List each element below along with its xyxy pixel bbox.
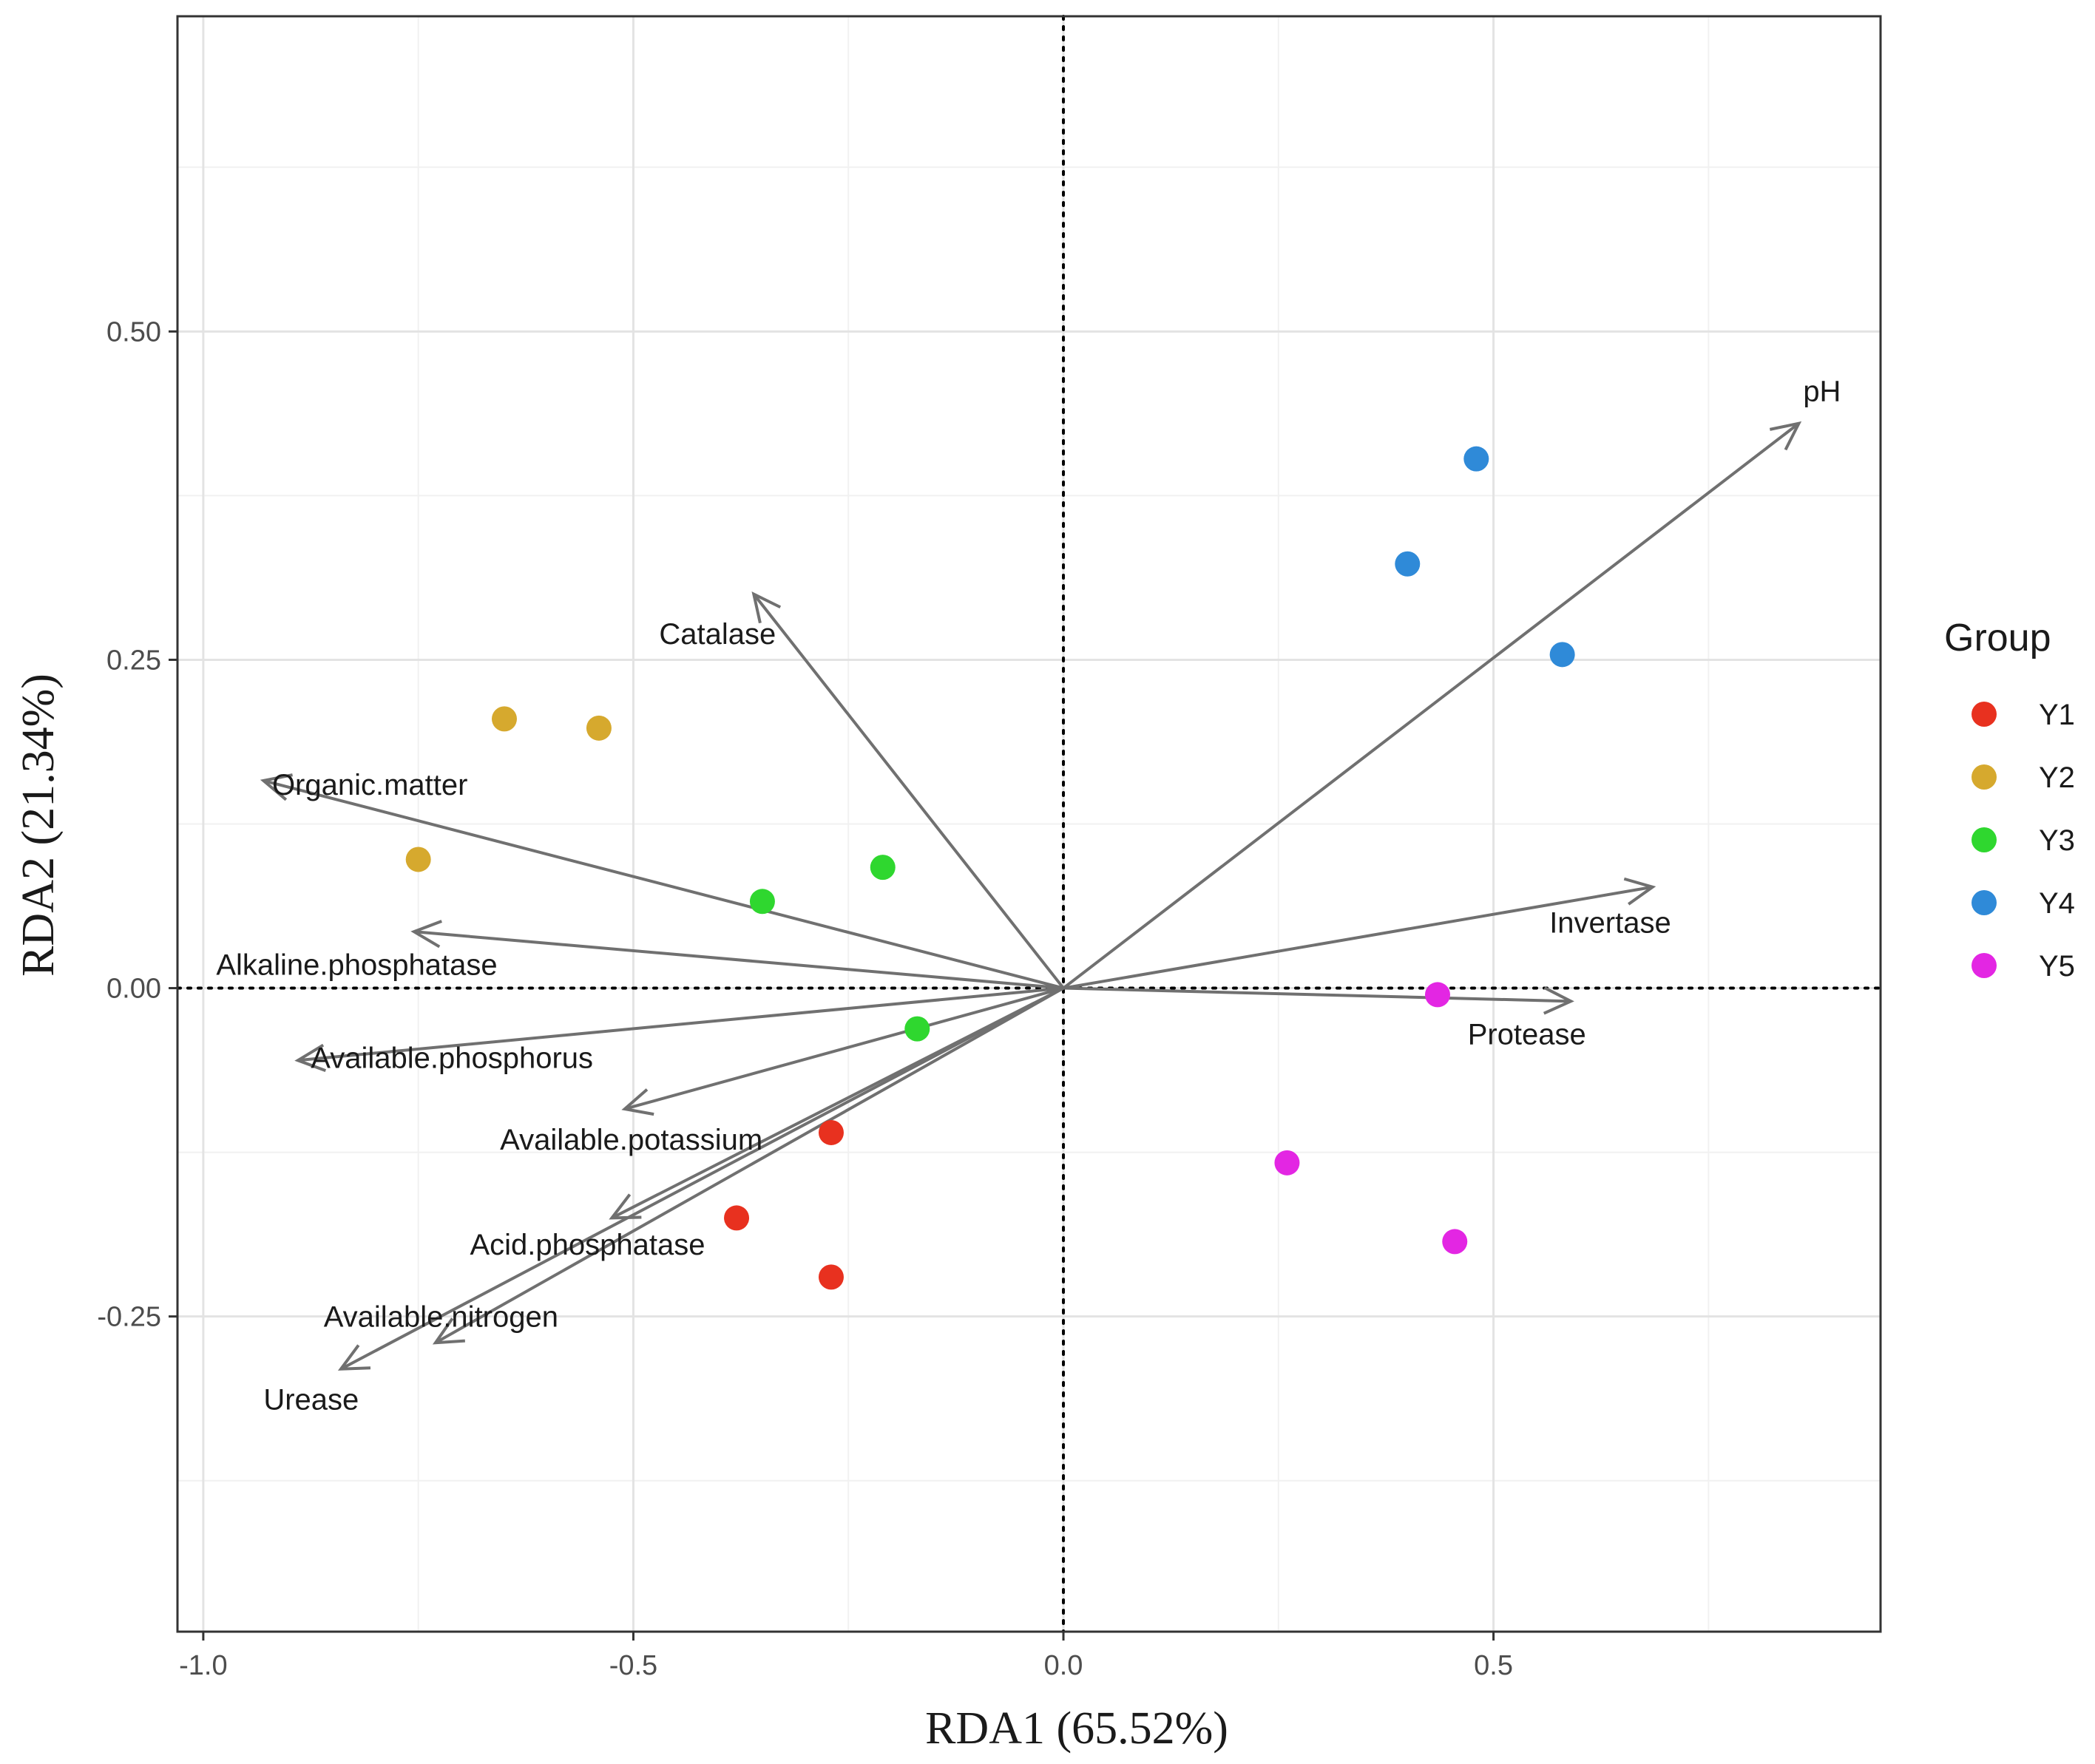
legend-key-y5: [1972, 953, 1997, 978]
point-y4: [1463, 446, 1489, 472]
vector-line: [297, 986, 1064, 1062]
vector-arrowhead: [751, 591, 782, 624]
vector-arrowhead: [337, 1344, 371, 1371]
point-y1: [818, 1264, 844, 1290]
y-tick-label: 0.50: [106, 316, 161, 347]
legend-label-y4: Y4: [2039, 887, 2075, 920]
vector-line: [434, 986, 1065, 1344]
legend-title: Group: [1944, 617, 2051, 659]
vector-line: [1063, 885, 1654, 990]
legend-key-y3: [1972, 827, 1997, 852]
vector-arrowhead: [621, 1088, 654, 1116]
point-y3: [904, 1016, 930, 1042]
vectors: [260, 421, 1802, 1371]
vector-arrowhead: [1623, 877, 1656, 906]
point-y1: [818, 1119, 844, 1145]
legend-key-y4: [1972, 890, 1997, 915]
vector-label: Alkaline.phosphatase: [216, 949, 497, 982]
vector-label: Available.potassium: [500, 1124, 762, 1156]
point-y2: [405, 847, 431, 872]
vector-line: [624, 986, 1064, 1110]
legend-label-y3: Y3: [2039, 824, 2075, 857]
legend-label-y2: Y2: [2039, 761, 2075, 794]
x-tick-label: 0.0: [1044, 1650, 1083, 1681]
vector-arrowhead: [1769, 421, 1802, 451]
vector-label: Protease: [1468, 1019, 1586, 1051]
point-y2: [586, 715, 612, 741]
legend-label-y1: Y1: [2039, 699, 2075, 731]
point-y3: [749, 889, 775, 915]
vector-arrowhead: [1543, 986, 1574, 1015]
vector-label: Invertase: [1549, 907, 1671, 940]
vector-label: Available.nitrogen: [324, 1301, 558, 1334]
x-tick-label: -1.0: [179, 1650, 227, 1681]
zero-lines: [176, 15, 1882, 1633]
y-tick-label: -0.25: [97, 1302, 161, 1333]
legend-key-y2: [1972, 764, 1997, 790]
vector-label: Catalase: [659, 618, 776, 651]
axis-ticks: -1.0 -0.5 0.0 0.5 -0.25 0.00 0.25 0.50: [97, 316, 1513, 1681]
x-tick-label: 0.5: [1474, 1650, 1513, 1681]
panel-border: [176, 15, 1882, 1633]
vector-line: [1062, 422, 1800, 990]
vector-label: pH: [1803, 375, 1841, 407]
x-axis-title: RDA1 (65.52%): [925, 1703, 1228, 1754]
points: [405, 446, 1575, 1290]
y-tick-label: 0.25: [106, 645, 161, 676]
point-y2: [491, 706, 517, 732]
vector-arrowhead: [260, 773, 293, 801]
vector-label: Urease: [263, 1384, 359, 1417]
point-y5: [1424, 982, 1450, 1008]
vector-label: Available.phosphorus: [311, 1042, 593, 1075]
legend-label-y5: Y5: [2039, 950, 2075, 983]
point-y1: [724, 1205, 750, 1231]
point-y4: [1395, 551, 1421, 577]
vector-labels: pH Catalase Organic.matter Alkaline.phospha…: [216, 375, 1841, 1416]
vector-line: [263, 778, 1064, 990]
vector-arrowhead: [609, 1193, 642, 1220]
point-y4: [1549, 642, 1575, 668]
y-axis-title: RDA2 (21.34%): [13, 674, 64, 977]
vector-arrowhead: [410, 920, 442, 949]
x-tick-label: -0.5: [609, 1650, 657, 1681]
vector-arrowhead: [294, 1043, 327, 1073]
vector-line: [1063, 986, 1571, 1003]
vector-line: [413, 930, 1064, 990]
point-y3: [870, 855, 896, 881]
y-tick-label: 0.00: [106, 974, 161, 1005]
vector-label: Organic.matter: [272, 769, 468, 801]
legend-key-y1: [1972, 702, 1997, 727]
point-y5: [1274, 1150, 1300, 1176]
vector-arrowhead: [432, 1317, 465, 1345]
vector-label: Acid.phosphatase: [470, 1229, 705, 1261]
legend: Group Y1 Y2 Y3 Y4 Y5: [1944, 617, 2075, 983]
vector-line: [340, 986, 1064, 1371]
point-y5: [1442, 1229, 1468, 1255]
vector-line: [752, 593, 1065, 989]
